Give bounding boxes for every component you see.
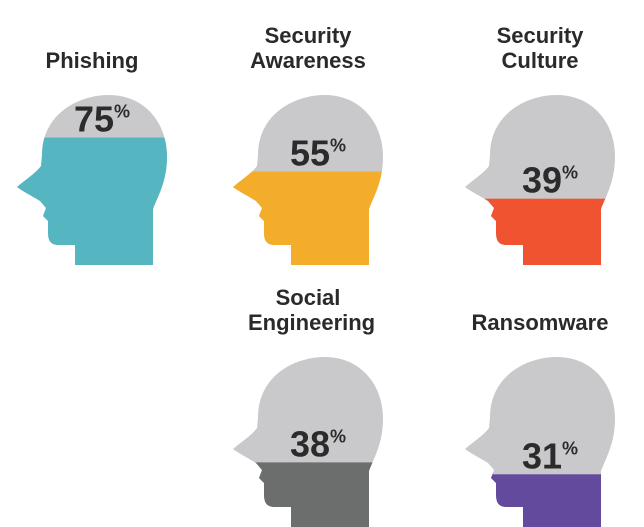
category-label: Security Awareness [250, 23, 366, 73]
value-label: 75% [74, 99, 130, 140]
head-fill [465, 198, 615, 265]
head-fill [233, 462, 383, 527]
head [233, 95, 383, 265]
value-label: 38% [290, 423, 346, 464]
value-label: 39% [522, 160, 578, 201]
category-label: Phishing [45, 48, 139, 73]
category-label: Ransomware [471, 310, 609, 335]
head-fill [17, 137, 167, 265]
category-label: Social Engineering [248, 285, 376, 335]
category-label: Security Culture [496, 23, 584, 73]
value-label: 55% [290, 133, 346, 174]
value-label: 31% [522, 435, 578, 476]
head-fill [233, 171, 383, 265]
head-fill [465, 474, 615, 527]
